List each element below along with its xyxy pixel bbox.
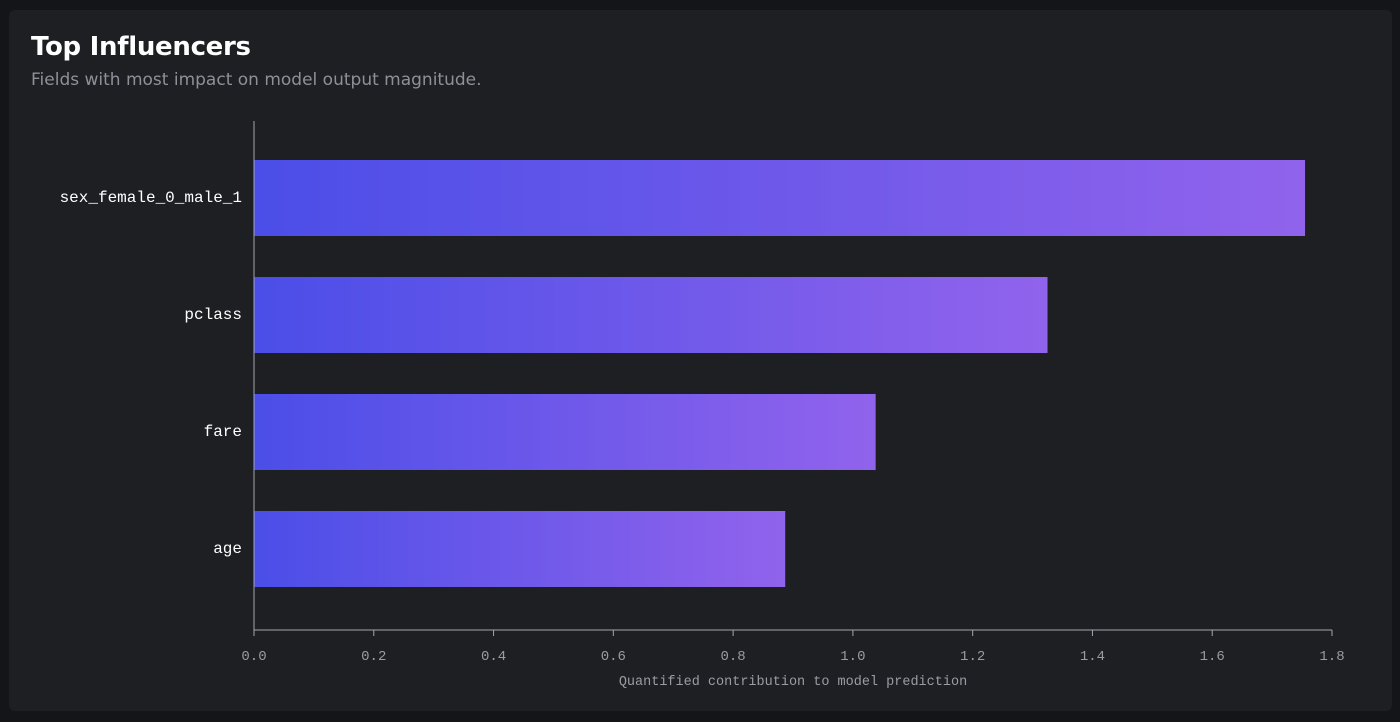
bar-pclass	[254, 277, 1048, 353]
bar-age	[254, 511, 786, 587]
chart-card: Top Influencers Fields with most impact …	[9, 10, 1392, 711]
x-axis-title: Quantified contribution to model predict…	[619, 675, 967, 690]
x-tick-label: 0.0	[241, 649, 266, 665]
x-tick-label: 1.4	[1080, 649, 1105, 665]
x-tick-label: 0.4	[481, 649, 506, 665]
x-tick-label: 0.8	[721, 649, 746, 665]
chart-title: Top Influencers	[31, 32, 251, 62]
bar-fare	[254, 394, 876, 470]
category-label: fare	[204, 423, 242, 441]
bar-sex_female_0_male_1	[254, 160, 1306, 236]
x-tick-label: 1.6	[1200, 649, 1225, 665]
x-tick-label: 0.6	[601, 649, 626, 665]
x-tick-label: 1.8	[1319, 649, 1344, 665]
category-label: age	[213, 540, 242, 558]
x-ticks: 0.0 0.2 0.4 0.6 0.8 1.0 1.2 1.4 1.6 1.8	[241, 630, 1345, 665]
bars-group	[254, 160, 1306, 587]
x-tick-label: 0.2	[361, 649, 386, 665]
x-tick-label: 1.2	[960, 649, 985, 665]
x-tick-label: 1.0	[840, 649, 865, 665]
category-label: pclass	[184, 306, 242, 324]
category-label: sex_female_0_male_1	[60, 189, 242, 207]
chart-subtitle: Fields with most impact on model output …	[31, 70, 482, 90]
